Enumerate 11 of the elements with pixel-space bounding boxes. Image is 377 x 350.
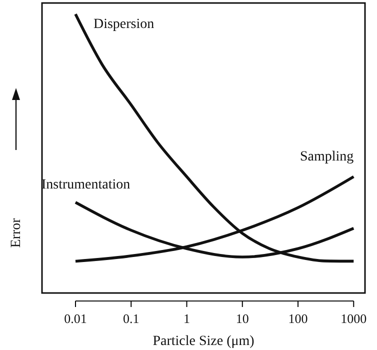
x-axis-title: Particle Size (μm)	[152, 334, 255, 349]
series-label: Sampling	[300, 150, 354, 165]
x-tick-label: 0.1	[123, 311, 140, 326]
y-axis-title: Error	[9, 218, 24, 248]
x-tick-label: 1000	[340, 311, 367, 326]
x-tick-label: 0.01	[64, 311, 87, 326]
x-tick-label: 10	[236, 311, 249, 326]
series-label: Dispersion	[93, 17, 154, 32]
x-tick-label: 100	[288, 311, 308, 326]
x-tick-label: 1	[184, 311, 190, 326]
series-label: Instrumentation	[41, 177, 130, 192]
